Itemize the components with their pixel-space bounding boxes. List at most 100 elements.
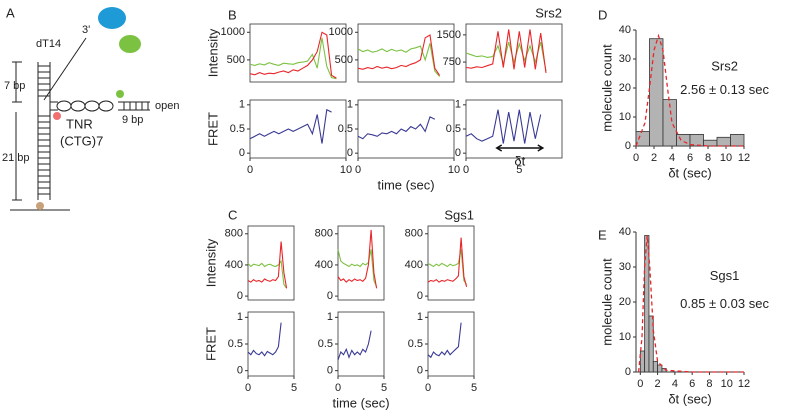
- x-tick-label: 12: [738, 378, 750, 390]
- trace: [357, 34, 441, 76]
- fit-statistic: 0.85 ± 0.03 sec: [680, 296, 769, 311]
- x-tick-label: 5: [471, 382, 477, 394]
- x-tick-label: 0: [355, 164, 361, 176]
- panel-label: D: [598, 7, 607, 22]
- y-tick-label: 500: [335, 54, 353, 66]
- panel-label: B: [228, 7, 237, 22]
- label-tnr: TNR: [66, 116, 93, 131]
- y-tick-label: 20: [619, 296, 631, 308]
- y-tick-label: 400: [405, 259, 423, 271]
- y-tick-label: 0.5: [228, 338, 243, 350]
- y-axis-label: Intensity: [203, 238, 218, 287]
- trace: [465, 109, 542, 144]
- y-tick-label: 1: [417, 311, 423, 323]
- y-axis-label: FRET: [205, 112, 220, 146]
- biotin: [36, 202, 44, 210]
- trace: [357, 43, 441, 77]
- chart: 0 400 800 Intensity: [203, 225, 295, 302]
- x-tick-label: 0: [637, 378, 643, 390]
- x-tick-label: 0: [425, 382, 431, 394]
- x-axis-label: time (sec): [332, 395, 389, 410]
- chart: 750 1500 Srs2: [437, 5, 563, 83]
- label-9bp: 9 bp: [122, 114, 143, 126]
- bar: [648, 315, 654, 373]
- chart: 0 400 800: [315, 225, 385, 302]
- y-tick-label: 0: [417, 290, 423, 302]
- chart: 500 1000: [329, 23, 455, 83]
- x-tick-label: 6: [689, 378, 695, 390]
- trace: [249, 108, 332, 144]
- chart: 0 0.5 1 0 5 FRET: [203, 311, 297, 394]
- y-tick-label: 0: [417, 365, 423, 377]
- trace: [249, 37, 337, 80]
- bar: [703, 139, 718, 147]
- annotation: Srs2: [535, 5, 562, 20]
- y-tick-label: 10: [619, 331, 631, 343]
- y-tick-label: 0.5: [408, 338, 423, 350]
- x-tick-label: 10: [721, 378, 733, 390]
- y-tick-label: 0.5: [318, 338, 333, 350]
- y-tick-label: 0: [625, 366, 631, 378]
- x-tick-label: 10: [340, 164, 352, 176]
- bar: [676, 133, 691, 147]
- y-tick-label: 1: [239, 99, 245, 111]
- y-tick-label: 500: [227, 54, 245, 66]
- repeat-loops: [56, 100, 114, 112]
- label-21bp: 21 bp: [2, 152, 30, 164]
- plot-frame: [249, 23, 347, 83]
- plot-frame: [337, 225, 385, 301]
- y-tick-label: 40: [619, 24, 631, 36]
- x-tick-label: 2: [655, 378, 661, 390]
- annotation: δt: [514, 153, 525, 168]
- y-axis-label: molecule count: [599, 44, 614, 132]
- y-axis-label: Intensity: [205, 28, 220, 77]
- y-tick-label: 800: [225, 228, 243, 240]
- label-open: open: [155, 100, 179, 112]
- chart: 0 400 800 Sgs1: [405, 207, 475, 302]
- bar: [730, 133, 745, 147]
- x-tick-label: 4: [672, 378, 678, 390]
- plot-frame: [337, 311, 385, 377]
- fit-curve: [637, 235, 744, 373]
- trace: [465, 29, 547, 73]
- y-tick-label: 0: [237, 290, 243, 302]
- acceptor-dye: [53, 112, 61, 120]
- trace: [357, 116, 436, 140]
- y-tick-label: 30: [619, 53, 631, 65]
- x-tick-label: 0: [335, 382, 341, 394]
- label-repeat: (CTG)7: [60, 133, 103, 148]
- duplex: [10, 61, 150, 211]
- bar: [652, 361, 659, 373]
- y-tick-label: 20: [619, 82, 631, 94]
- annotation: Sgs1: [444, 207, 474, 222]
- y-tick-label: 0: [237, 365, 243, 377]
- chart: 00.510 5δt: [446, 99, 563, 176]
- y-tick-label: 1: [455, 99, 461, 111]
- trace: [337, 249, 378, 288]
- trace: [247, 241, 288, 289]
- x-tick-label: 5: [291, 382, 297, 394]
- y-tick-label: 40: [619, 226, 631, 238]
- y-tick-label: 0: [327, 290, 333, 302]
- x-tick-label: 0: [247, 164, 253, 176]
- plot-frame: [247, 311, 295, 377]
- label-3prime: 3': [82, 24, 90, 36]
- trace: [337, 229, 378, 289]
- y-tick-label: 800: [405, 228, 423, 240]
- x-tick-label: 5: [516, 164, 522, 176]
- plot-frame: [465, 23, 563, 83]
- y-tick-label: 0: [347, 147, 353, 159]
- plot-frame: [427, 225, 475, 301]
- trace: [337, 330, 372, 361]
- x-tick-label: 6: [687, 152, 693, 164]
- y-tick-label: 30: [619, 261, 631, 273]
- x-axis-label: δt (sec): [668, 391, 711, 406]
